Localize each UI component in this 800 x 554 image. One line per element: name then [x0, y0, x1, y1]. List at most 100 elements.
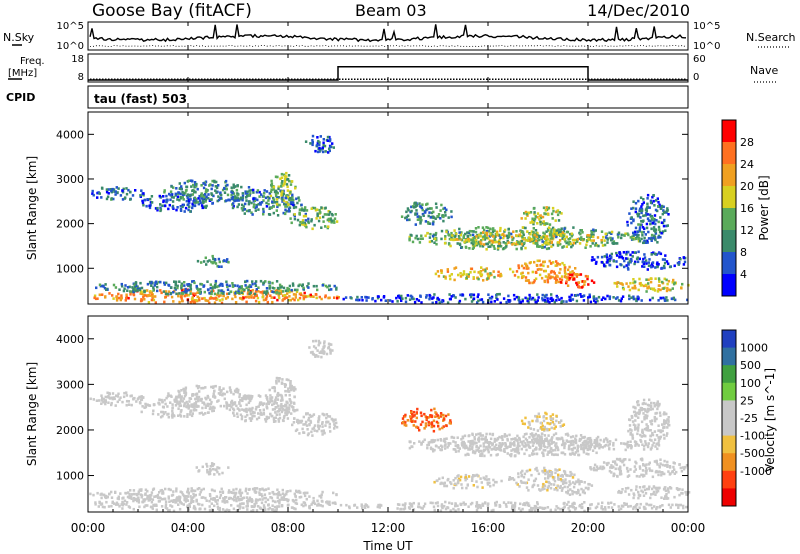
heatmap-cell	[456, 444, 460, 447]
heatmap-cell	[630, 258, 633, 261]
heatmap-cell	[459, 272, 462, 275]
heatmap-cell	[646, 197, 649, 200]
heatmap-cell	[331, 142, 334, 145]
heatmap-cell	[473, 474, 477, 477]
heatmap-cell	[570, 439, 573, 443]
heatmap-cell	[543, 234, 547, 238]
heatmap-cell	[246, 504, 249, 508]
heatmap-cell	[637, 288, 640, 292]
heatmap-cell	[170, 414, 174, 417]
heatmap-cell	[183, 389, 186, 392]
heatmap-cell	[631, 255, 634, 258]
heatmap-cell	[531, 432, 534, 435]
heatmap-cell	[169, 198, 172, 202]
heatmap-cell	[250, 188, 253, 192]
heatmap-cell	[458, 227, 461, 231]
heatmap-cell	[129, 290, 132, 293]
heatmap-cell	[531, 270, 534, 274]
heatmap-cell	[507, 299, 511, 302]
heatmap-cell	[471, 451, 475, 454]
heatmap-cell	[660, 221, 664, 224]
heatmap-cell	[239, 413, 243, 417]
heatmap-cell	[662, 224, 666, 228]
heatmap-cell	[180, 187, 183, 191]
heatmap-cell	[561, 261, 564, 265]
heatmap-cell	[558, 277, 562, 281]
heatmap-cell	[634, 210, 637, 214]
heatmap-cell	[286, 185, 289, 189]
heatmap-cell	[245, 408, 248, 411]
heatmap-cell	[603, 255, 606, 258]
heatmap-cell	[207, 299, 210, 303]
heatmap-cell	[398, 296, 401, 300]
heatmap-cell	[548, 481, 551, 485]
heatmap-cell	[195, 392, 199, 396]
heatmap-cell	[172, 207, 175, 210]
heatmap-cell	[644, 283, 648, 287]
heatmap-cell	[654, 266, 657, 269]
heatmap-cell	[479, 449, 483, 453]
heatmap-cell	[285, 205, 289, 208]
heatmap-cell	[627, 250, 630, 254]
heatmap-cell	[657, 277, 661, 280]
heatmap-cell	[462, 443, 466, 446]
heatmap-cell	[130, 394, 133, 397]
heatmap-cell	[155, 280, 158, 284]
heatmap-cell	[148, 294, 152, 297]
heatmap-cell	[302, 221, 305, 224]
heatmap-cell	[661, 230, 665, 233]
heatmap-cell	[189, 283, 192, 287]
heatmap-cell	[232, 202, 235, 205]
heatmap-cell	[296, 218, 300, 222]
heatmap-cell	[160, 410, 163, 414]
heatmap-cell	[175, 497, 178, 501]
heatmap-cell	[590, 259, 594, 262]
heatmap-cell	[128, 496, 131, 500]
heatmap-cell	[532, 227, 535, 230]
heatmap-cell	[167, 415, 170, 419]
heatmap-cell	[559, 230, 563, 234]
heatmap-cell	[365, 299, 368, 302]
heatmap-cell	[477, 277, 480, 281]
heatmap-cell	[434, 233, 437, 237]
heatmap-cell	[164, 487, 167, 491]
heatmap-cell	[649, 219, 652, 223]
heatmap-cell	[292, 387, 295, 391]
heatmap-cell	[270, 396, 274, 399]
heatmap-cell	[335, 493, 338, 497]
heatmap-cell	[572, 481, 575, 484]
heatmap-cell	[498, 234, 501, 237]
heatmap-cell	[213, 504, 216, 508]
heatmap-cell	[465, 486, 468, 490]
heatmap-cell	[187, 407, 190, 410]
heatmap-cell	[622, 251, 626, 254]
heatmap-cell	[226, 285, 229, 288]
heatmap-cell	[634, 444, 637, 447]
heatmap-cell	[273, 400, 277, 404]
heatmap-cell	[551, 206, 555, 210]
heatmap-cell	[162, 290, 166, 293]
heatmap-cell	[530, 230, 534, 233]
heatmap-cell	[191, 280, 194, 283]
heatmap-cell	[252, 191, 255, 194]
heatmap-cell	[652, 220, 656, 224]
heatmap-cell	[663, 218, 666, 222]
heatmap-cell	[291, 193, 294, 197]
heatmap-cell	[457, 273, 460, 277]
heatmap-cell	[557, 478, 560, 481]
heatmap-cell	[421, 440, 425, 443]
heatmap-cell	[179, 410, 183, 413]
heatmap-cell	[479, 444, 482, 448]
heatmap-cell	[512, 437, 515, 441]
heatmap-cell	[332, 146, 335, 149]
heatmap-cell	[635, 233, 638, 237]
heatmap-cell	[195, 284, 198, 288]
heatmap-cell	[472, 484, 475, 487]
heatmap-cell	[532, 221, 535, 224]
heatmap-cell	[223, 404, 226, 408]
heatmap-cell	[275, 402, 278, 405]
heatmap-cell	[255, 289, 258, 293]
heatmap-cell	[542, 448, 545, 452]
heatmap-cell	[541, 297, 544, 300]
heatmap-cell	[502, 236, 505, 240]
